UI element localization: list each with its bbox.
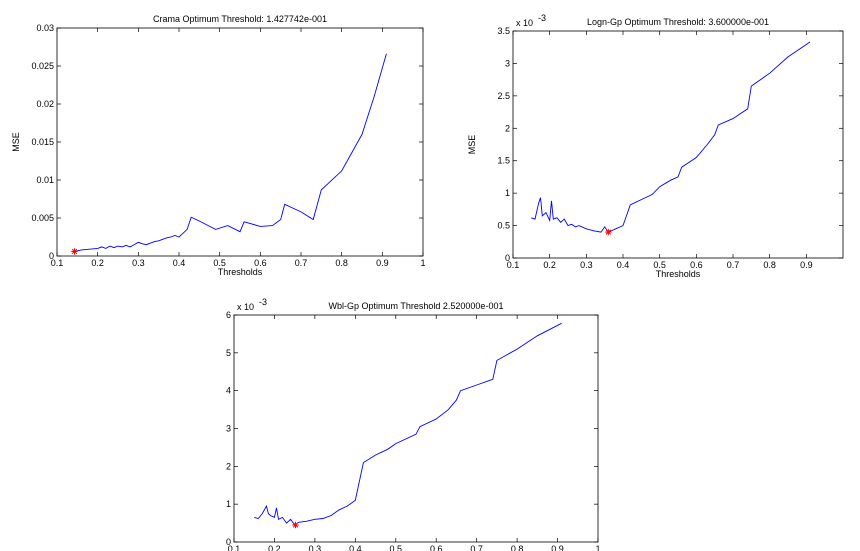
x-tick-label: 0.1 [51,258,64,268]
x-tick-label: 0.3 [580,260,593,270]
series-line [254,322,562,526]
x-axis-label: Thresholds [656,269,701,279]
y-axis-label: MSE [467,135,477,155]
plot-area [512,30,844,259]
y-tick-label: 0.02 [36,99,54,109]
optimum-marker-stroke [292,522,299,528]
chart-2: 0.1 0.2 0.3 0.4 0.5 0.6 0.7 0.8 0.9 0 0.5 1 1.5 2 2.5 3… [467,13,844,279]
x-tick-label: 0.5 [653,260,666,270]
chart-title: Wbl-Gp Optimum Threshold 2.520000e-001 [329,301,504,311]
x-tick-label: 0.2 [268,544,281,551]
x-tick-label: 0.4 [349,544,362,551]
series-line [74,53,387,252]
chart-title: Logn-Gp Optimum Threshold: 3.600000e-001 [587,17,769,27]
x-tick-label: 0.5 [213,258,226,268]
x-tick-label: 1 [595,544,600,551]
x-tick-label: 0.7 [727,260,740,270]
y-exponent-power: -3 [538,13,546,23]
y-tick-label: 6 [226,310,231,320]
y-tick-label: 0.5 [497,221,510,231]
plot-area [56,27,424,257]
x-tick-label: 0.4 [173,258,186,268]
x-tick-label: 0.6 [254,258,267,268]
chart-1: 0.1 0.2 0.3 0.4 0.5 0.6 0.7 0.8 0.9 1 0 0.005 0.01 0.… [11,14,426,277]
optimum-marker [605,228,612,236]
optimum-marker [71,248,78,255]
y-exponent-label: x 10 [516,18,533,28]
x-axis-label: Thresholds [218,267,263,277]
y-tick-label: 4 [226,386,231,396]
optimum-marker [292,521,299,529]
y-tick-label: 0 [226,537,231,547]
x-tick-label: 0.6 [430,544,443,551]
y-tick-label: 0 [505,253,510,263]
y-exponent-power: -3 [259,297,267,307]
y-exponent-label: x 10 [237,302,254,312]
optimum-marker-stroke [605,229,611,235]
x-tick-label: 0.9 [551,544,564,551]
y-tick-label: 0.03 [36,23,54,33]
x-tick-label: 0.4 [617,260,630,270]
y-tick-label: 1 [226,499,231,509]
x-tick-label: 0.5 [390,544,403,551]
x-tick-label: 0.7 [470,544,483,551]
series-line [531,41,811,233]
y-tick-label: 3 [505,58,510,68]
x-tick-label: 0.2 [543,260,556,270]
x-tick-label: 0.9 [376,258,389,268]
x-tick-label: 0.8 [511,544,524,551]
y-tick-label: 0.01 [36,175,54,185]
x-tick-label: 0.7 [295,258,308,268]
x-tick-label: 0.1 [507,260,520,270]
x-tick-label: 0.1 [228,544,241,551]
y-tick-label: 1 [505,188,510,198]
x-tick-label: 0.8 [335,258,348,268]
x-tick-label: 0.6 [690,260,703,270]
y-axis-label: MSE [11,132,21,152]
x-tick-label: 0.2 [91,258,104,268]
y-tick-label: 0.025 [31,61,54,71]
y-tick-label: 0.005 [31,213,54,223]
x-tick-label: 0.8 [763,260,776,270]
plot-area [233,314,599,543]
y-tick-label: 3.5 [497,26,510,36]
y-tick-label: 5 [226,348,231,358]
chart-title: Crama Optimum Threshold: 1.427742e-001 [153,14,327,24]
optimum-marker-stroke [71,248,78,255]
x-tick-label: 0.9 [800,260,813,270]
chart-3: 0.1 0.2 0.3 0.4 0.5 0.6 0.7 0.8 0.9 1 0 1 2 3 4 5 6 x 10-… [226,297,601,551]
y-tick-label: 2 [505,123,510,133]
x-tick-label: 0.3 [309,544,322,551]
y-tick-label: 2.5 [497,91,510,101]
y-tick-label: 0 [49,251,54,261]
x-tick-label: 1 [420,258,425,268]
x-tick-label: 0.3 [132,258,145,268]
y-tick-label: 2 [226,461,231,471]
y-tick-label: 1.5 [497,156,510,166]
y-tick-label: 0.015 [31,137,54,147]
y-tick-label: 3 [226,424,231,434]
